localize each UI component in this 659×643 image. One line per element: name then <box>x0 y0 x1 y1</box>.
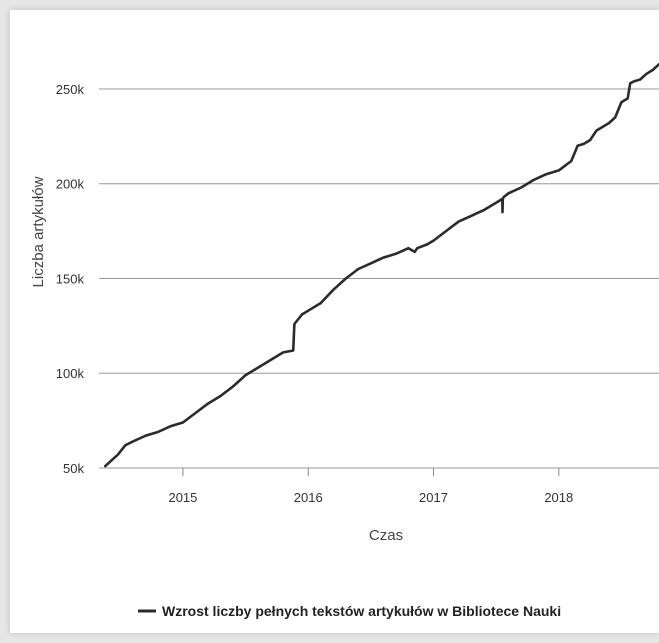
x-axis-title: Czas <box>369 527 403 544</box>
x-tick-label: 2016 <box>294 490 323 505</box>
x-tick-label: 2018 <box>544 490 573 505</box>
y-axis-title: Liczba artykułów <box>30 176 47 287</box>
y-tick-label: 50k <box>63 461 84 476</box>
grid-lines <box>99 88 659 469</box>
series-layer <box>104 62 659 468</box>
x-tick-marks <box>182 468 560 476</box>
y-tick-label: 100k <box>56 366 85 381</box>
y-tick-label: 250k <box>56 82 85 97</box>
y-tick-label: 200k <box>56 177 85 192</box>
x-tick-label: 2017 <box>419 490 448 505</box>
x-tick-labels: 2015 2016 2017 2018 <box>168 490 573 505</box>
x-tick-label: 2015 <box>168 490 197 505</box>
y-tick-labels: 50k 100k 150k 200k 250k <box>56 82 85 476</box>
line-chart: 50k 100k 150k 200k 250k 2015 2016 2017 2018 Cza… <box>30 62 659 619</box>
legend: Wzrost liczby pełnych tekstów artykułów … <box>138 603 561 619</box>
series-line <box>104 62 659 468</box>
chart-card: 50k 100k 150k 200k 250k 2015 2016 2017 2018 Cza… <box>10 10 659 633</box>
y-tick-label: 150k <box>56 271 85 286</box>
legend-label: Wzrost liczby pełnych tekstów artykułów … <box>162 603 561 619</box>
